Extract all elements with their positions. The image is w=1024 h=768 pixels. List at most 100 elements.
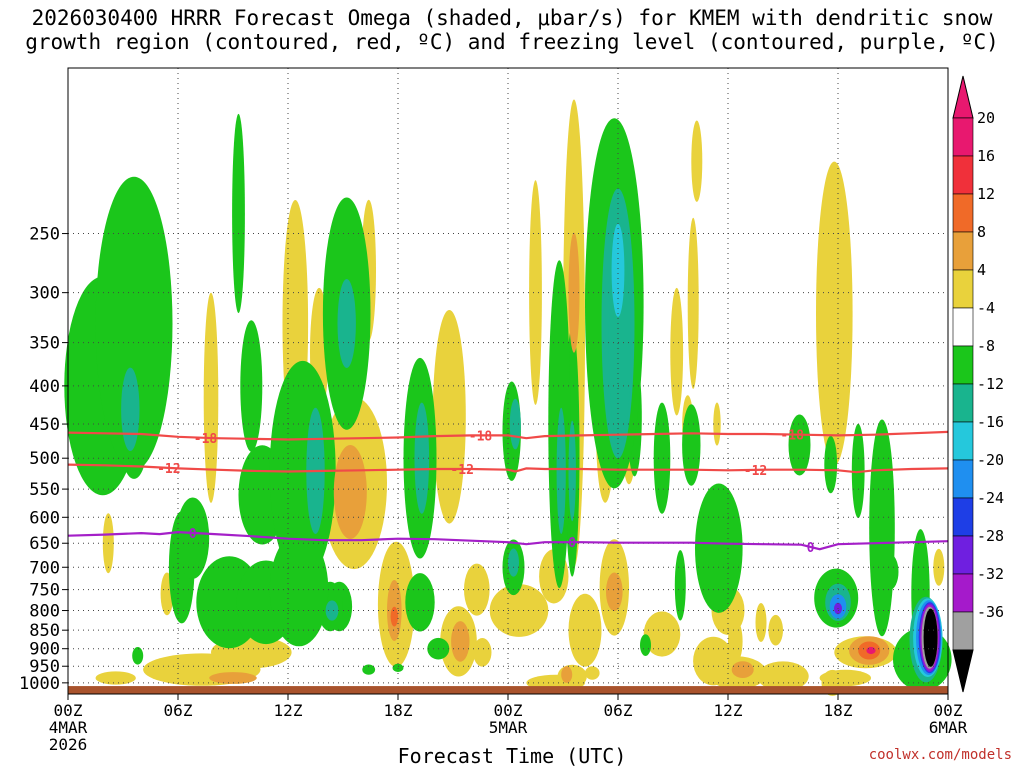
omega-cell xyxy=(132,647,144,665)
x-tick-label: 06Z xyxy=(604,701,633,720)
omega-cell xyxy=(508,548,519,577)
contour-label-dgz-bottom: -12 xyxy=(157,462,180,477)
omega-cell xyxy=(611,223,625,317)
y-tick-label: 700 xyxy=(29,558,60,578)
colorbar-bin xyxy=(952,611,974,651)
colorbar-bin xyxy=(952,383,974,423)
y-tick-label: 550 xyxy=(29,480,60,500)
omega-cell xyxy=(473,638,492,667)
colorbar-label: 20 xyxy=(977,109,995,127)
y-tick-label: 350 xyxy=(29,334,60,354)
colorbar-bin xyxy=(952,421,974,461)
colorbar-label: -12 xyxy=(977,375,1004,393)
omega-cell xyxy=(640,634,651,656)
chart-title: 2026030400 HRRR Forecast Omega (shaded, … xyxy=(0,6,1024,54)
omega-cell xyxy=(687,217,699,389)
x-tick-label: 06Z xyxy=(164,701,193,720)
colorbar-label: 4 xyxy=(977,261,986,279)
x-tick-date: 4MAR xyxy=(49,718,88,737)
omega-cell xyxy=(670,287,684,416)
omega-cell xyxy=(731,661,754,678)
colorbar-label: -24 xyxy=(977,489,1004,507)
colorbar-label: 8 xyxy=(977,223,986,241)
colorbar-bin xyxy=(952,535,974,575)
y-tick-label: 950 xyxy=(29,657,60,677)
omega-cell xyxy=(556,407,566,534)
omega-cell xyxy=(788,414,811,476)
x-axis-title: Forecast Time (UTC) xyxy=(397,744,627,768)
omega-cell xyxy=(606,572,623,612)
colorbar-bin xyxy=(952,193,974,233)
colorbar-label: -16 xyxy=(977,413,1004,431)
y-tick-label: 800 xyxy=(29,602,60,622)
omega-cell xyxy=(325,600,339,621)
colorbar-label: -36 xyxy=(977,603,1004,621)
colorbar-bin xyxy=(952,573,974,613)
omega-shading-layer xyxy=(64,99,952,696)
omega-cell xyxy=(176,497,210,579)
omega-cell xyxy=(209,672,257,684)
omega-cell xyxy=(824,435,838,494)
colorbar-bin xyxy=(952,155,974,195)
credit-text: coolwx.com/models xyxy=(868,747,1012,763)
x-tick-date: 5MAR xyxy=(489,718,528,737)
omega-cell xyxy=(529,180,542,405)
contour-label-dgz-top: -18 xyxy=(469,429,493,444)
omega-cell xyxy=(432,310,466,524)
omega-cell xyxy=(923,608,938,667)
colorbar-bin xyxy=(952,269,974,309)
colorbar-label: -4 xyxy=(977,299,995,317)
x-tick-label: 00Z xyxy=(494,701,523,720)
colorbar-label: -32 xyxy=(977,565,1004,583)
x-tick-label: 12Z xyxy=(714,701,743,720)
y-tick-label: 500 xyxy=(29,449,60,469)
chart-title-line-2: growth region (contoured, red, ºC) and f… xyxy=(25,30,999,54)
omega-cell xyxy=(757,661,809,692)
colorbar-label: -8 xyxy=(977,337,995,355)
omega-cell xyxy=(451,621,470,662)
colorbar-label: 16 xyxy=(977,147,995,165)
colorbar-label: -28 xyxy=(977,527,1004,545)
colorbar-under-arrow xyxy=(952,649,974,693)
y-tick-label: 850 xyxy=(29,621,60,641)
contour-label-dgz-top: -18 xyxy=(194,432,218,447)
omega-cell xyxy=(240,320,263,452)
omega-cell xyxy=(713,402,721,446)
colorbar-bin xyxy=(952,345,974,385)
y-axis: 2503003504004505005506006507007508008509… xyxy=(19,225,68,694)
y-tick-label: 650 xyxy=(29,534,60,554)
x-tick-date: 6MAR xyxy=(929,718,968,737)
colorbar-over-arrow xyxy=(952,75,974,119)
omega-cell xyxy=(695,483,743,613)
omega-cell xyxy=(95,671,136,685)
contour-line-dgz-bottom xyxy=(67,463,949,474)
y-tick-label: 600 xyxy=(29,508,60,528)
colorbar-label: -20 xyxy=(977,451,1004,469)
y-tick-label: 1000 xyxy=(19,674,60,694)
x-tick-label: 18Z xyxy=(384,701,413,720)
omega-cell xyxy=(121,367,140,451)
y-tick-label: 300 xyxy=(29,284,60,304)
omega-cell xyxy=(691,120,703,202)
colorbar: 20 16 12 8 4 -4 -8 -12 -16 -20 -24 -28 -32 -36 xyxy=(952,75,1004,693)
contour-label-freezing-level: 0 xyxy=(568,536,576,551)
omega-cell xyxy=(643,611,681,657)
omega-cell xyxy=(405,573,435,632)
omega-cell xyxy=(337,279,356,368)
colorbar-bin xyxy=(952,231,974,271)
omega-cell xyxy=(390,606,398,627)
omega-cell xyxy=(232,113,245,314)
grid-layer xyxy=(67,68,949,694)
contour-line-dgz-top xyxy=(67,430,949,441)
y-tick-label: 250 xyxy=(29,225,60,245)
colorbar-bin xyxy=(952,117,974,157)
omega-cell xyxy=(568,420,576,522)
omega-cell xyxy=(333,445,367,539)
colorbar-label: 12 xyxy=(977,185,995,203)
y-tick-label: 750 xyxy=(29,581,60,601)
contour-layer: -18 -18 -18 -12 -12 -12 0 0 0 xyxy=(67,429,949,556)
omega-cell xyxy=(674,550,686,621)
omega-cell xyxy=(464,563,490,616)
